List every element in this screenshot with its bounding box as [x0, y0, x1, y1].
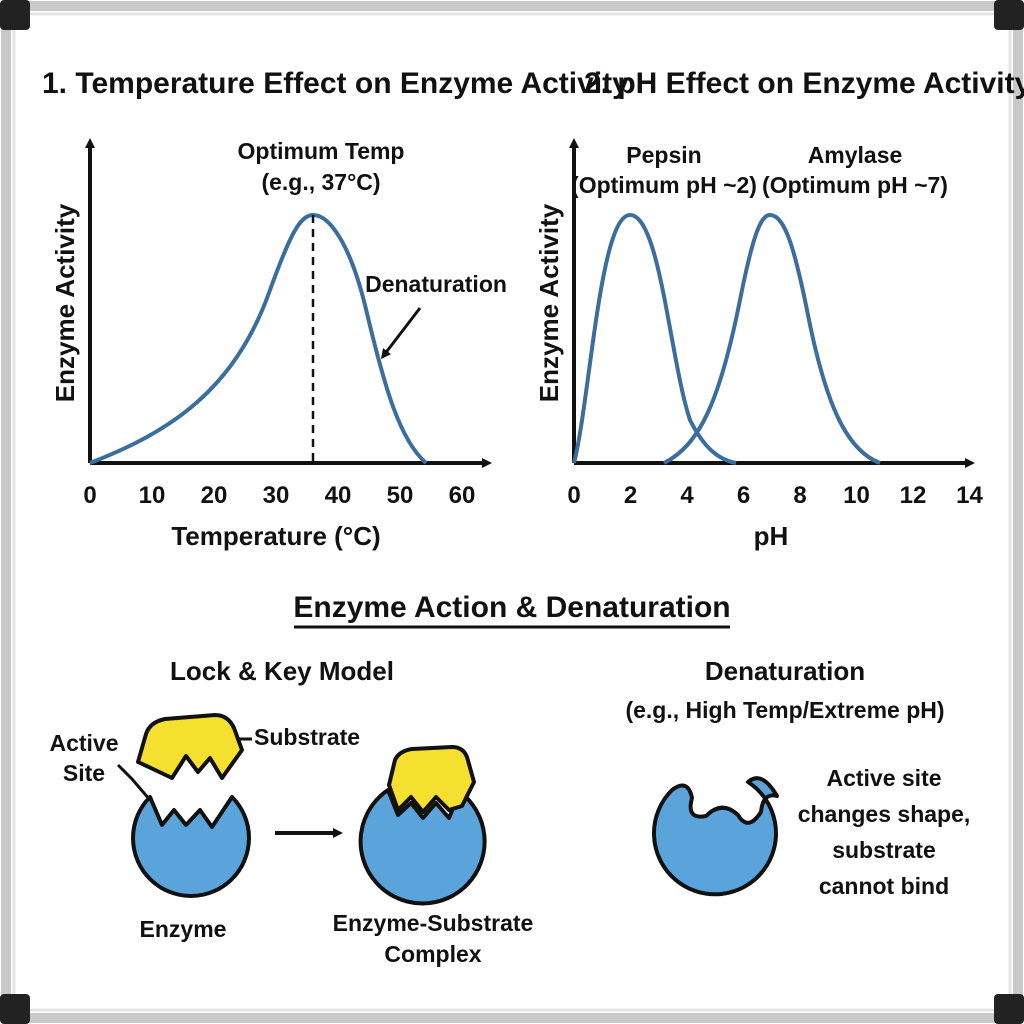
denaturation-heading: Denaturation	[705, 656, 865, 686]
substrate-label: Substrate	[254, 724, 360, 750]
pepsin-optimum-note: (Optimum pH ~2)	[571, 172, 757, 198]
temperature-y-label: Enzyme Activity	[50, 203, 80, 402]
pepsin-label: Pepsin	[626, 142, 701, 168]
ph-y-label: Enzyme Activity	[534, 203, 564, 402]
active-site-label-line1: Active	[49, 730, 118, 756]
amylase-optimum-note: (Optimum pH ~7)	[762, 172, 948, 198]
ph-x-tick-4: 4	[680, 482, 694, 509]
ph-x-tick-0: 0	[567, 482, 580, 509]
complex-enzyme-shape	[358, 788, 487, 906]
ph-chart-title: 2. pH Effect on Enzyme Activity	[584, 67, 1024, 100]
substrate-shape	[136, 713, 244, 780]
active-site-label-line2: Site	[63, 760, 105, 786]
denaturation-annotation: Denaturation	[365, 271, 507, 297]
denaturation-note-line1: Active site	[826, 765, 941, 791]
denaturation-note-line3: substrate	[832, 837, 936, 863]
complex-label-line1: Enzyme-Substrate	[333, 910, 534, 936]
frame-corner-bottom-right	[994, 994, 1024, 1024]
ph-x-tick-2: 2	[624, 482, 637, 509]
board-frame-inner	[12, 12, 1012, 1012]
frame-corner-top-right	[994, 0, 1024, 30]
denatured-enzyme-shape	[652, 776, 779, 897]
complex-label-line2: Complex	[384, 941, 481, 967]
amylase-label: Amylase	[808, 142, 903, 168]
denaturation-subheading: (e.g., High Temp/Extreme pH)	[625, 697, 944, 723]
enzyme-label: Enzyme	[140, 916, 227, 942]
ph-x-tick-10: 10	[843, 482, 870, 509]
temperature-x-tick-10: 10	[139, 482, 166, 509]
temperature-x-label: Temperature (°C)	[171, 521, 380, 551]
active-site-pointer	[116, 763, 152, 801]
ph-x-tick-14: 14	[956, 482, 983, 509]
optimum-temperature-example: (e.g., 37°C)	[261, 169, 380, 195]
ph-x-tick-8: 8	[793, 482, 806, 509]
ph-x-tick-12: 12	[900, 482, 927, 509]
frame-corner-top-left	[0, 0, 30, 30]
denaturation-note-line4: cannot bind	[819, 873, 949, 899]
section-title: Enzyme Action & Denaturation	[293, 591, 730, 624]
frame-corner-bottom-left	[0, 994, 30, 1024]
lock-key-heading: Lock & Key Model	[170, 656, 394, 686]
temperature-x-tick-50: 50	[387, 482, 414, 509]
temperature-x-tick-60: 60	[449, 482, 476, 509]
temperature-x-tick-20: 20	[201, 482, 228, 509]
pepsin-curve	[572, 212, 737, 465]
ph-x-label: pH	[754, 521, 789, 551]
complex-substrate-shape	[387, 745, 476, 814]
ph-x-tick-6: 6	[737, 482, 750, 509]
temperature-x-tick-40: 40	[325, 482, 352, 509]
denaturation-arrow	[380, 307, 422, 359]
denaturation-note-line2: changes shape,	[798, 801, 971, 827]
optimum-temperature-label: Optimum Temp	[238, 138, 405, 164]
enzyme-shape	[131, 795, 251, 899]
amylase-curve	[663, 212, 881, 465]
temperature-chart-title: 1. Temperature Effect on Enzyme Activity	[42, 67, 629, 100]
ph-chart: 2. pH Effect on Enzyme Activity Enzyme A…	[534, 67, 1024, 551]
temperature-x-tick-0: 0	[83, 482, 96, 509]
temperature-chart: 1. Temperature Effect on Enzyme Activity…	[42, 67, 629, 551]
temperature-x-tick-30: 30	[263, 482, 290, 509]
